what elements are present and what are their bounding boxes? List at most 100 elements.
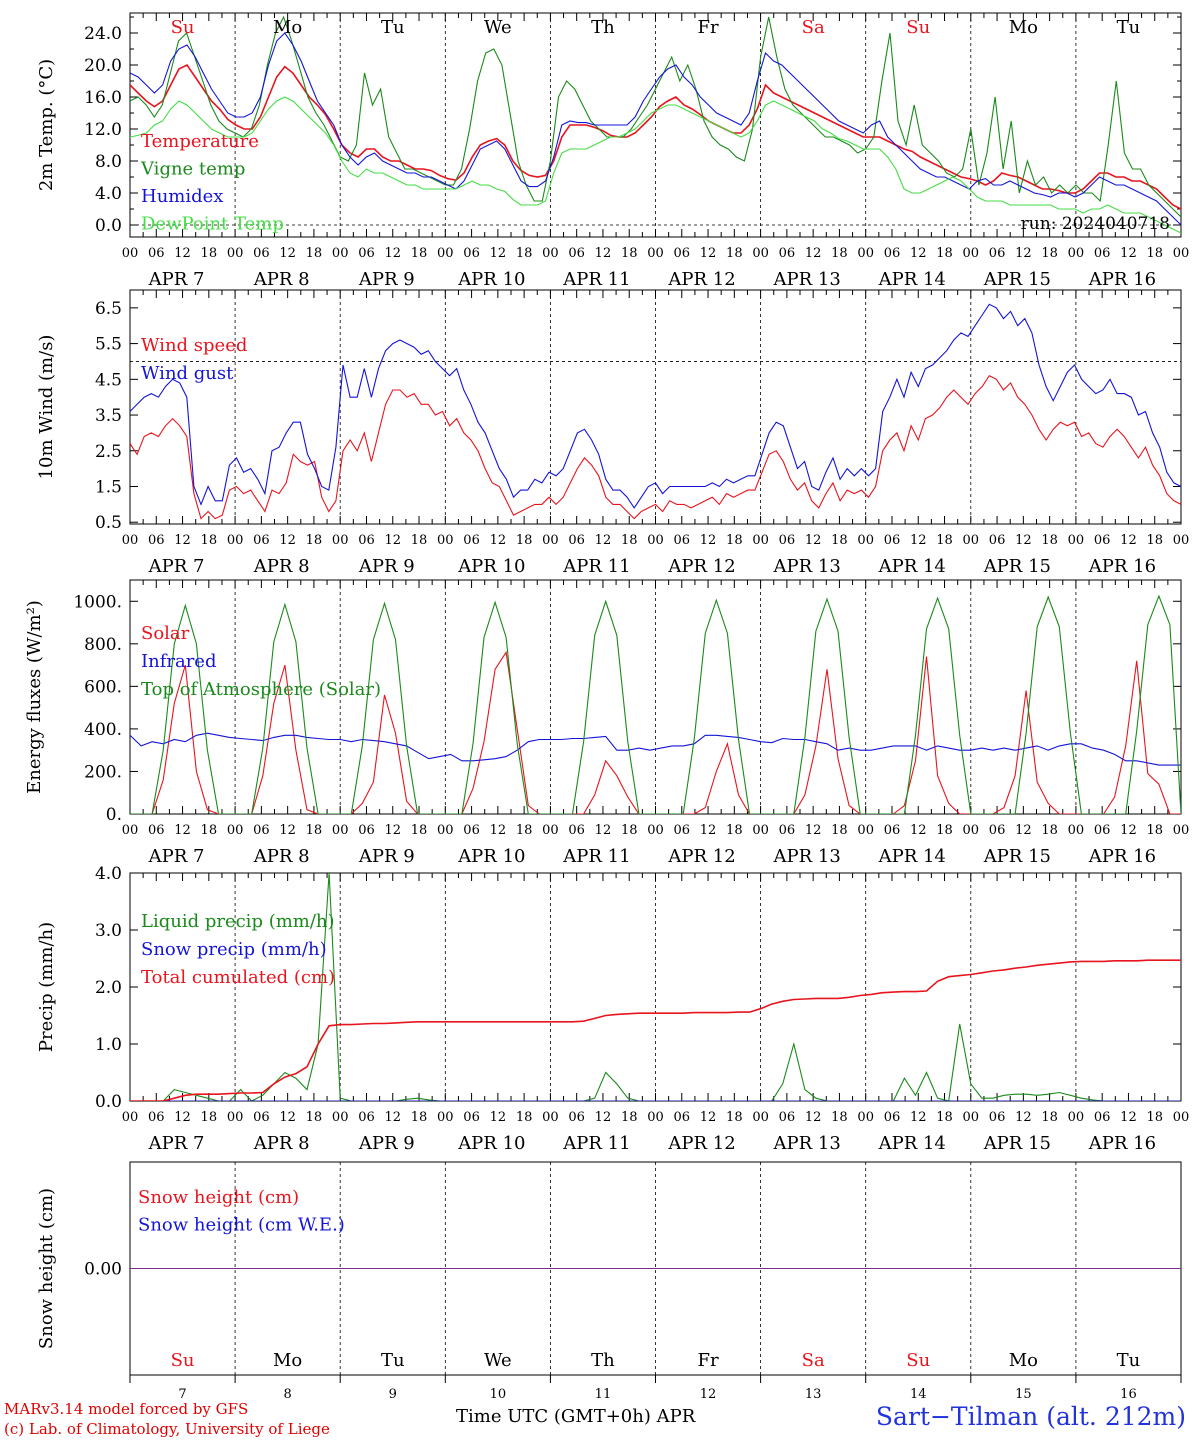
hour-label: 12 (490, 823, 507, 838)
hour-label: 06 (253, 246, 270, 261)
date-label: APR 15 (983, 846, 1051, 867)
series-group (130, 303, 1181, 520)
hour-label: 06 (779, 533, 796, 548)
hour-label: 00 (542, 1110, 559, 1125)
y-tick-label: 8.0 (95, 152, 122, 172)
day-number: 12 (700, 1387, 717, 1402)
hour-label: 06 (674, 533, 691, 548)
lab-credit: (c) Lab. of Climatology, University of L… (4, 1420, 330, 1438)
date-label: APR 13 (773, 269, 841, 290)
y-tick-label: 0. (106, 805, 122, 825)
day-name: Mo (273, 17, 302, 38)
date-label: APR 10 (457, 269, 525, 290)
hour-label: 18 (201, 533, 218, 548)
date-label: APR 13 (773, 556, 841, 577)
hour-label: 12 (174, 1110, 191, 1125)
hour-label: 12 (910, 246, 927, 261)
day-number: 13 (805, 1387, 822, 1402)
hour-label: 12 (910, 533, 927, 548)
y-tick-label: 16.0 (84, 88, 122, 108)
y-axis-label: Precip (mm/h) (36, 922, 57, 1052)
hour-label: 12 (490, 1110, 507, 1125)
y-tick-label: 20.0 (84, 56, 122, 76)
hour-label: 12 (1120, 246, 1137, 261)
y-tick-label: 6.5 (95, 299, 122, 319)
date-label: APR 15 (983, 1133, 1051, 1154)
hour-label: 00 (1068, 1110, 1085, 1125)
hour-label: 12 (1015, 246, 1032, 261)
hour-label: 00 (122, 1110, 139, 1125)
hour-label: 06 (779, 823, 796, 838)
legend-entry: DewPoint Temp (141, 214, 284, 235)
date-label: APR 14 (878, 1133, 946, 1154)
date-label: APR 15 (983, 269, 1051, 290)
hour-label: 18 (726, 533, 743, 548)
series-line-3 (130, 594, 1181, 814)
hour-label: 06 (779, 246, 796, 261)
hour-label: 18 (306, 1110, 323, 1125)
hour-label: 00 (647, 823, 664, 838)
hour-label: 18 (411, 823, 428, 838)
y-tick-label: 800. (84, 635, 122, 655)
hour-label: 00 (542, 533, 559, 548)
date-label: APR 8 (253, 556, 310, 577)
day-name: We (484, 1350, 512, 1371)
date-label: APR 13 (773, 1133, 841, 1154)
hour-label: 18 (516, 246, 533, 261)
hour-label: 00 (122, 246, 139, 261)
y-tick-label: 1.0 (95, 1035, 122, 1055)
hour-label: 00 (963, 823, 980, 838)
hour-label: 12 (595, 246, 612, 261)
hour-label: 00 (1173, 533, 1190, 548)
hour-label: 12 (805, 823, 822, 838)
hour-label: 00 (857, 246, 874, 261)
hour-label: 12 (700, 533, 717, 548)
hour-label: 12 (174, 533, 191, 548)
hour-label: 12 (700, 1110, 717, 1125)
legend-entry: Humidex (141, 186, 223, 207)
day-name: Th (591, 17, 615, 38)
day-name: Fr (698, 1350, 719, 1371)
series-group (130, 594, 1181, 814)
day-name: Sa (802, 1350, 825, 1371)
date-label: APR 12 (667, 846, 735, 867)
hour-label: 06 (148, 1110, 165, 1125)
hour-label: 06 (989, 533, 1006, 548)
date-label: APR 12 (667, 556, 735, 577)
hour-label: 18 (1041, 246, 1058, 261)
hour-label: 12 (1120, 1110, 1137, 1125)
day-number: 8 (284, 1387, 292, 1402)
station-name: Sart−Tilman (alt. 212m) (875, 1402, 1186, 1431)
day-number: 14 (910, 1387, 927, 1402)
hour-label: 06 (779, 1110, 796, 1125)
y-tick-label: 200. (84, 762, 122, 782)
hour-label: 06 (568, 1110, 585, 1125)
hour-label: 06 (568, 246, 585, 261)
hour-label: 06 (253, 533, 270, 548)
hour-label: 18 (831, 1110, 848, 1125)
day-name: Sa (802, 17, 825, 38)
hour-label: 12 (805, 533, 822, 548)
hour-label: 18 (831, 533, 848, 548)
hour-label: 00 (1173, 246, 1190, 261)
legend-entry: Snow height (cm W.E.) (138, 1215, 345, 1236)
y-axis-label: Energy fluxes (W/m²) (24, 600, 45, 794)
series-line-3 (130, 959, 1181, 1101)
y-tick-label: 3.5 (95, 406, 122, 426)
hour-label: 12 (279, 246, 296, 261)
hour-label: 12 (595, 823, 612, 838)
legend-entry: Total cumulated (cm) (141, 967, 335, 988)
hour-label: 18 (516, 1110, 533, 1125)
day-name: We (484, 17, 512, 38)
date-label: APR 13 (773, 846, 841, 867)
legend-entry: Wind gust (141, 363, 234, 384)
y-tick-label: 400. (84, 720, 122, 740)
hour-label: 12 (910, 823, 927, 838)
y-tick-label: 24.0 (84, 24, 122, 44)
hour-label: 00 (1068, 823, 1085, 838)
date-label: APR 16 (1088, 269, 1156, 290)
hour-label: 18 (936, 823, 953, 838)
hour-label: 06 (358, 246, 375, 261)
y-tick-label: 0.0 (95, 1092, 122, 1112)
date-label: APR 9 (358, 1133, 415, 1154)
